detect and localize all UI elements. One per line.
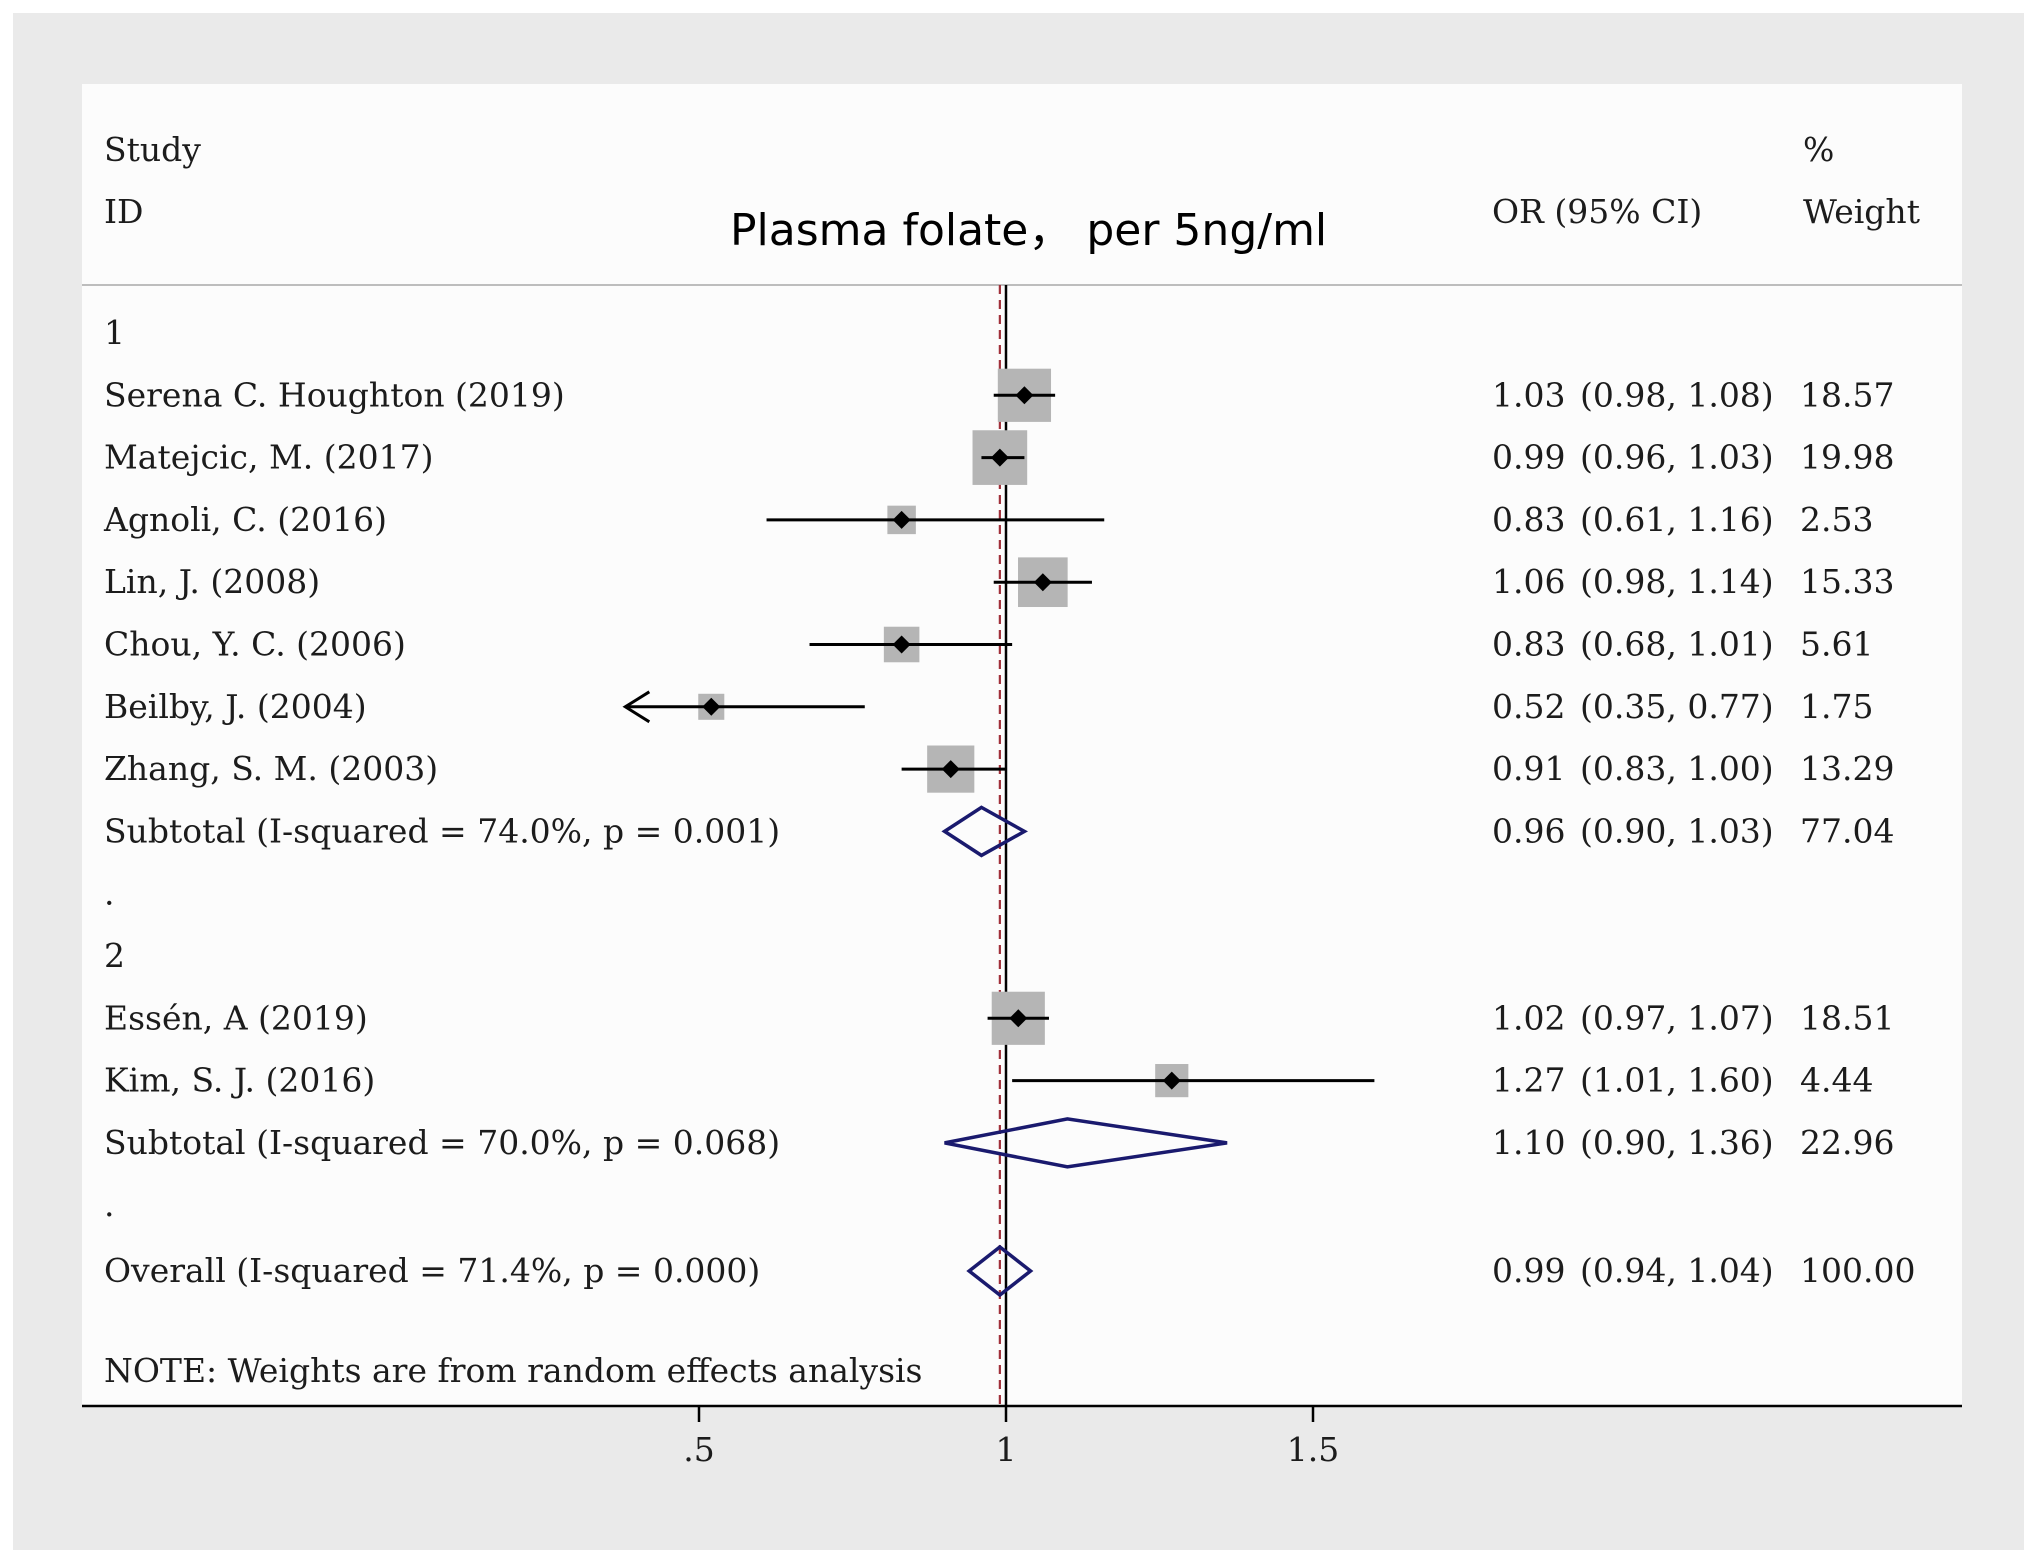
header-percent: % xyxy=(1803,130,1834,169)
row-label-zhang-s-m-2003: Zhang, S. M. (2003) xyxy=(104,749,438,788)
row-weight-kim-s-j-2016: 4.44 xyxy=(1800,1061,1873,1100)
row-weight-subtotal-i-squared-70-0-p-0-068: 22.96 xyxy=(1800,1123,1894,1162)
point-estimate-matejcic-m-2017 xyxy=(990,448,1009,467)
row-label-lin-j-2008: Lin, J. (2008) xyxy=(104,562,320,601)
row-ci-matejcic-m-2017: (0.96, 1.03) xyxy=(1580,438,1774,477)
row-label-ess-n-a-2019: Essén, A (2019) xyxy=(104,998,368,1037)
row-ci-zhang-s-m-2003: (0.83, 1.00) xyxy=(1580,749,1774,788)
row-or-overall-i-squared-71-4-p-0-000: 0.99 xyxy=(1492,1251,1565,1290)
row-ci-overall-i-squared-71-4-p-0-000: (0.94, 1.04) xyxy=(1580,1251,1774,1290)
row-ci-serena-c-houghton-2019: (0.98, 1.08) xyxy=(1580,375,1774,414)
row-weight-chou-y-c-2006: 5.61 xyxy=(1800,625,1873,664)
point-estimate-serena-c-houghton-2019 xyxy=(1015,386,1034,405)
point-estimate-beilby-j-2004 xyxy=(702,697,721,716)
chart-title: Plasma folate， per 5ng/ml xyxy=(730,205,1327,256)
x-tick-label-2: 1.5 xyxy=(1287,1430,1339,1469)
row-weight-lin-j-2008: 15.33 xyxy=(1800,562,1894,601)
row-or-ess-n-a-2019: 1.02 xyxy=(1492,998,1565,1037)
row-label-serena-c-houghton-2019: Serena C. Houghton (2019) xyxy=(104,375,565,414)
subtotal-diamond-subtotal-i-squared-74-0-p-0-001 xyxy=(941,805,1029,858)
header-or-ci: OR (95% CI) xyxy=(1492,192,1702,231)
forest-rows: 1 Serena C. Houghton (2019) 1.03 (0.98, 1.0… xyxy=(103,313,1915,1290)
row-or-subtotal-i-squared-70-0-p-0-068: 1.10 xyxy=(1492,1123,1565,1162)
row-or-chou-y-c-2006: 0.83 xyxy=(1492,625,1565,664)
row-weight-overall-i-squared-71-4-p-0-000: 100.00 xyxy=(1800,1251,1915,1290)
row-label-kim-s-j-2016: Kim, S. J. (2016) xyxy=(104,1061,375,1100)
row-or-beilby-j-2004: 0.52 xyxy=(1492,687,1565,726)
row-or-kim-s-j-2016: 1.27 xyxy=(1492,1061,1565,1100)
row-weight-zhang-s-m-2003: 13.29 xyxy=(1800,749,1894,788)
row-ci-lin-j-2008: (0.98, 1.14) xyxy=(1580,562,1774,601)
point-estimate-kim-s-j-2016 xyxy=(1162,1071,1181,1090)
note-text: NOTE: Weights are from random effects an… xyxy=(104,1351,923,1390)
x-tick-label-0: .5 xyxy=(683,1430,715,1469)
row-ci-ess-n-a-2019: (0.97, 1.07) xyxy=(1580,998,1774,1037)
header-study: Study xyxy=(104,130,201,169)
point-estimate-lin-j-2008 xyxy=(1033,573,1052,592)
row-ci-subtotal-i-squared-74-0-p-0-001: (0.90, 1.03) xyxy=(1580,811,1774,850)
row-label-2: 2 xyxy=(104,936,125,975)
row-label-: . xyxy=(104,874,115,913)
x-axis-ticks: .5 1 1.5 xyxy=(683,1406,1339,1469)
header-weight: Weight xyxy=(1803,192,1920,231)
figure-frame: Study ID OR (95% CI) % Weight Plasma fol… xyxy=(13,13,2024,1550)
point-estimate-agnoli-c-2016 xyxy=(892,510,911,529)
row-label-1: 1 xyxy=(104,313,125,352)
forest-plot: Study ID OR (95% CI) % Weight Plasma fol… xyxy=(82,84,1962,1469)
row-weight-beilby-j-2004: 1.75 xyxy=(1800,687,1873,726)
row-label-: . xyxy=(104,1185,115,1224)
row-or-zhang-s-m-2003: 0.91 xyxy=(1492,749,1565,788)
overall-diamond xyxy=(966,1244,1034,1298)
row-ci-subtotal-i-squared-70-0-p-0-068: (0.90, 1.36) xyxy=(1580,1123,1774,1162)
row-label-agnoli-c-2016: Agnoli, C. (2016) xyxy=(103,500,387,539)
row-label-subtotal-i-squared-74-0-p-0-001: Subtotal (I-squared = 74.0%, p = 0.001) xyxy=(104,811,780,850)
row-label-matejcic-m-2017: Matejcic, M. (2017) xyxy=(104,438,433,477)
subtotal-diamond-subtotal-i-squared-70-0-p-0-068 xyxy=(944,1117,1228,1169)
header-id: ID xyxy=(104,192,144,231)
row-label-overall-i-squared-71-4-p-0-000: Overall (I-squared = 71.4%, p = 0.000) xyxy=(104,1251,760,1290)
row-weight-ess-n-a-2019: 18.51 xyxy=(1800,998,1894,1037)
x-tick-label-1: 1 xyxy=(996,1430,1017,1469)
row-ci-beilby-j-2004: (0.35, 0.77) xyxy=(1580,687,1774,726)
row-or-subtotal-i-squared-74-0-p-0-001: 0.96 xyxy=(1492,811,1565,850)
point-estimate-ess-n-a-2019 xyxy=(1009,1009,1028,1028)
row-ci-chou-y-c-2006: (0.68, 1.01) xyxy=(1580,625,1774,664)
row-weight-agnoli-c-2016: 2.53 xyxy=(1800,500,1873,539)
row-weight-matejcic-m-2017: 19.98 xyxy=(1800,438,1894,477)
row-label-beilby-j-2004: Beilby, J. (2004) xyxy=(104,687,367,726)
row-or-serena-c-houghton-2019: 1.03 xyxy=(1492,375,1565,414)
point-estimate-chou-y-c-2006 xyxy=(892,635,911,654)
row-weight-subtotal-i-squared-74-0-p-0-001: 77.04 xyxy=(1800,811,1894,850)
row-ci-kim-s-j-2016: (1.01, 1.60) xyxy=(1580,1061,1774,1100)
row-label-chou-y-c-2006: Chou, Y. C. (2006) xyxy=(104,625,406,664)
row-or-matejcic-m-2017: 0.99 xyxy=(1492,438,1565,477)
point-estimate-zhang-s-m-2003 xyxy=(941,760,960,779)
plot-background xyxy=(82,84,1962,1406)
row-or-agnoli-c-2016: 0.83 xyxy=(1492,500,1565,539)
row-label-subtotal-i-squared-70-0-p-0-068: Subtotal (I-squared = 70.0%, p = 0.068) xyxy=(104,1123,780,1162)
row-weight-serena-c-houghton-2019: 18.57 xyxy=(1800,375,1894,414)
row-ci-agnoli-c-2016: (0.61, 1.16) xyxy=(1580,500,1774,539)
ci-arrow-beilby-j-2004 xyxy=(622,690,651,724)
forest-marks xyxy=(622,285,1375,1406)
row-or-lin-j-2008: 1.06 xyxy=(1492,562,1565,601)
